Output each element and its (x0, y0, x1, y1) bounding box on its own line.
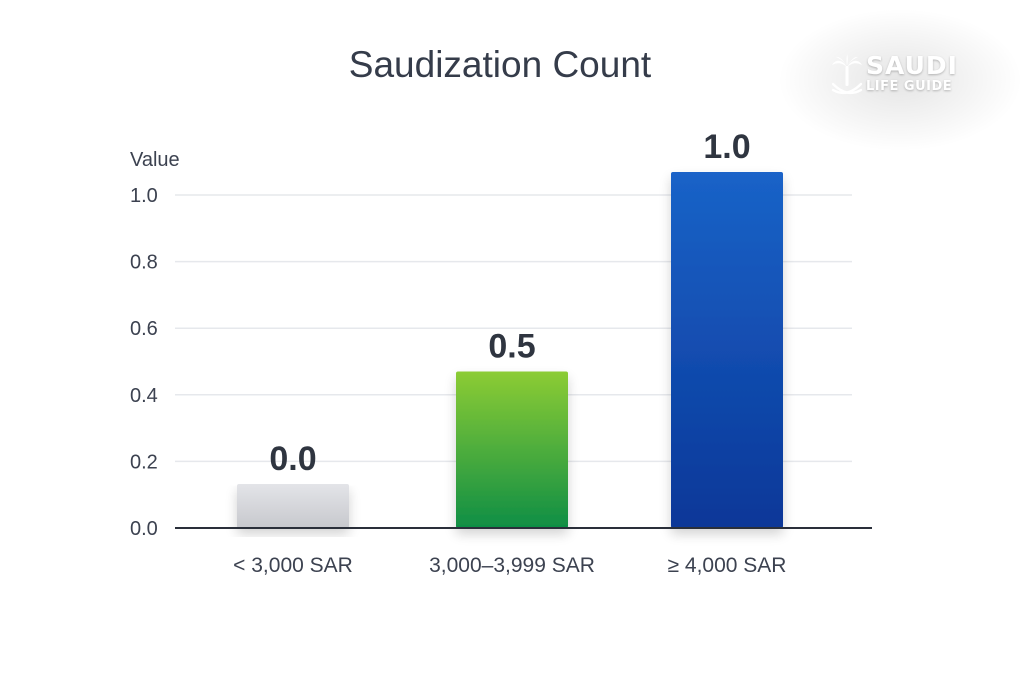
x-axis-ticks: < 3,000 SAR 3,000–3,999 SAR ≥ 4,000 SAR (233, 554, 786, 577)
chart-title: Saudization Count (349, 44, 652, 85)
data-labels: 0.0 0.5 1.0 (269, 128, 750, 478)
y-tick-label: 0.0 (130, 518, 158, 540)
palm-and-swords-icon (831, 54, 863, 95)
y-tick-label: 0.2 (130, 451, 158, 473)
bar-2 (456, 371, 568, 528)
data-label-2: 0.5 (488, 328, 535, 366)
x-tick-label-2: 3,000–3,999 SAR (429, 554, 595, 577)
y-tick-label: 0.6 (130, 318, 158, 340)
logo-subtitle: LIFE GUIDE (866, 79, 953, 94)
data-label-1: 0.0 (269, 440, 316, 478)
y-tick-label: 1.0 (130, 185, 158, 207)
saudi-life-guide-logo: SAUDI LIFE GUIDE (830, 52, 970, 104)
x-tick-label-1: < 3,000 SAR (233, 554, 353, 577)
y-axis-label: Value (130, 149, 180, 171)
y-tick-label: 0.8 (130, 252, 158, 274)
y-tick-label: 0.4 (130, 385, 158, 407)
bar-1 (237, 484, 349, 528)
x-tick-label-3: ≥ 4,000 SAR (668, 554, 787, 577)
logo-title: SAUDI (866, 51, 958, 80)
bar-3 (671, 172, 783, 528)
data-label-3: 1.0 (703, 128, 750, 166)
bars (237, 172, 783, 528)
y-axis-ticks: 0.0 0.2 0.4 0.6 0.8 1.0 (130, 185, 158, 540)
